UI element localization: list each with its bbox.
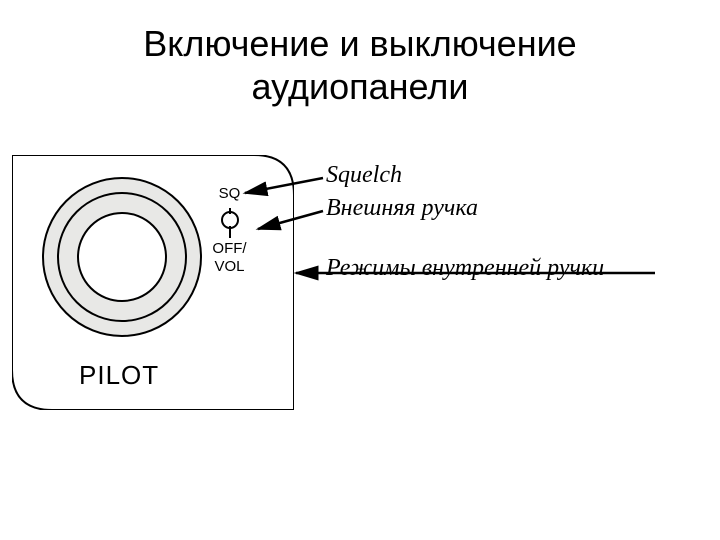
knob-position-icon (218, 208, 242, 238)
callout-inner-knob-modes: Режимы внутренней ручки (326, 255, 604, 282)
knob-inner-ring (77, 212, 167, 302)
pilot-knob[interactable] (42, 177, 202, 337)
title-line-1: Включение и выключение (143, 23, 576, 64)
vol-label: VOL (207, 258, 252, 276)
audio-panel-diagram: SQ OFF/ VOL PILOT (12, 155, 294, 410)
title-line-2: аудиопанели (252, 66, 469, 107)
callout-squelch: Squelch (326, 162, 402, 189)
page-title: Включение и выключение аудиопанели (0, 0, 720, 108)
off-label: OFF/ (207, 240, 252, 258)
off-vol-label: OFF/ VOL (207, 240, 252, 276)
knob-mode-labels: SQ (207, 185, 252, 203)
callout-outer-knob: Внешняя ручка (326, 195, 478, 222)
pilot-label: PILOT (79, 360, 159, 391)
sq-label: SQ (207, 185, 252, 203)
